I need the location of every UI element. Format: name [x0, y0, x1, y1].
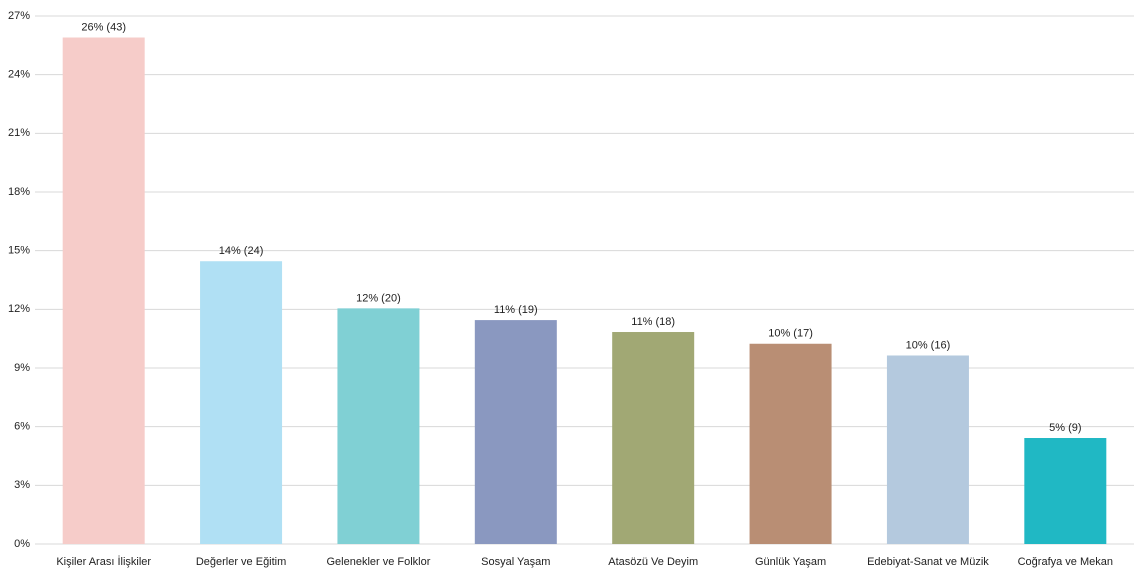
y-tick-label: 15% — [8, 245, 30, 257]
bar — [200, 261, 283, 544]
y-tick-label: 9% — [14, 362, 30, 374]
y-tick-label: 12% — [8, 303, 30, 315]
value-label: 14% (24) — [219, 245, 264, 257]
bar — [337, 308, 420, 544]
y-tick-label: 18% — [8, 186, 30, 198]
value-label: 11% (18) — [631, 316, 675, 328]
x-tick-label: Edebiyat-Sanat ve Müzik — [867, 556, 989, 568]
x-tick-label: Coğrafya ve Mekan — [1018, 556, 1113, 568]
x-tick-label: Günlük Yaşam — [755, 556, 826, 568]
value-label: 10% (17) — [768, 328, 813, 340]
value-label: 11% (19) — [494, 304, 538, 316]
y-tick-label: 24% — [8, 69, 30, 81]
x-tick-label: Değerler ve Eğitim — [196, 556, 286, 568]
y-tick-label: 21% — [8, 127, 30, 139]
x-tick-label: Atasözü Ve Deyim — [608, 556, 698, 568]
value-label: 5% (9) — [1049, 422, 1081, 434]
y-tick-label: 6% — [14, 421, 30, 433]
bar — [886, 355, 969, 544]
x-tick-label: Kişiler Arası İlişkiler — [56, 555, 151, 568]
y-tick-label: 0% — [14, 538, 30, 550]
bar — [62, 37, 145, 545]
x-tick-label: Gelenekler ve Folklor — [326, 556, 430, 568]
value-label: 10% (16) — [906, 339, 951, 351]
value-label: 12% (20) — [356, 292, 401, 304]
value-label: 26% (43) — [81, 21, 126, 33]
x-tick-label: Sosyal Yaşam — [481, 556, 550, 568]
bar — [474, 320, 557, 544]
y-tick-label: 27% — [8, 10, 30, 22]
bar — [749, 343, 832, 544]
bar — [1024, 438, 1107, 544]
bar — [612, 332, 695, 544]
y-tick-label: 3% — [14, 479, 30, 491]
